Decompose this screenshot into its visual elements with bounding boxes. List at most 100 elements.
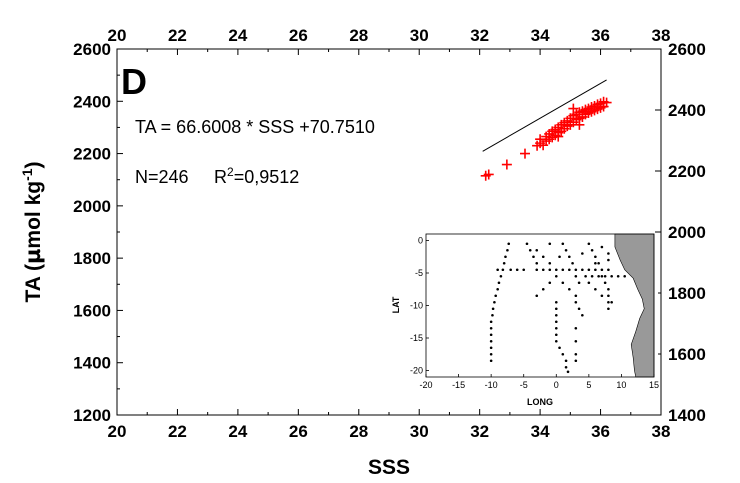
- y-tick-label-left: 1600: [73, 301, 111, 320]
- station-dot: [489, 346, 493, 350]
- station-dot: [597, 274, 600, 278]
- station-dot: [554, 268, 558, 272]
- y-tick-label-left: 1200: [73, 406, 111, 425]
- data-point: [553, 131, 564, 142]
- station-dot: [581, 252, 584, 255]
- n-count: N=246: [135, 167, 189, 187]
- y-tick-label-left: 2400: [73, 92, 111, 111]
- station-dot: [577, 307, 581, 311]
- y-tick-label-left: 1400: [73, 354, 111, 373]
- y-tick-label-right: 2200: [668, 162, 706, 181]
- station-dot: [587, 268, 591, 272]
- inset-x-tick-label: -10: [485, 380, 498, 390]
- x-tick-label-top: 20: [108, 26, 127, 45]
- data-point: [535, 134, 546, 145]
- inset-x-tick-label: -5: [520, 380, 528, 390]
- station-dot: [541, 268, 545, 272]
- station-dot: [587, 281, 591, 285]
- station-dot: [607, 287, 610, 291]
- station-dot: [494, 294, 498, 298]
- station-dot: [568, 255, 571, 259]
- regression-line: [482, 79, 607, 152]
- y-tick-label-left: 2600: [73, 40, 111, 59]
- inset-x-title: LONG: [527, 397, 553, 407]
- y-tick-label-right: 1400: [668, 406, 706, 425]
- station-dot: [554, 313, 558, 317]
- station-dot: [558, 346, 561, 350]
- station-dot: [607, 307, 610, 311]
- station-dot: [594, 287, 597, 291]
- x-tick-label-top: 32: [470, 26, 489, 45]
- station-dot: [548, 261, 552, 265]
- y-tick-label-left: 2000: [73, 197, 111, 216]
- data-point: [568, 103, 579, 114]
- station-dot: [607, 268, 610, 272]
- station-dot: [610, 300, 613, 304]
- inset-y-tick-label: -5: [415, 268, 423, 278]
- station-dot: [554, 307, 558, 311]
- station-dot: [607, 300, 610, 304]
- station-dot: [607, 258, 610, 262]
- station-dot: [522, 268, 526, 272]
- x-tick-label-bottom: 36: [591, 422, 610, 441]
- station-dot: [610, 274, 613, 278]
- inset-x-tick-label: 5: [586, 380, 591, 390]
- station-dot: [561, 352, 565, 356]
- station-dot: [535, 268, 539, 272]
- station-dot: [506, 248, 509, 252]
- station-dot: [600, 274, 604, 278]
- data-point: [520, 148, 530, 159]
- inset-x-tick-label: 15: [649, 380, 659, 390]
- x-tick-label-top: 36: [591, 26, 610, 45]
- station-dot: [489, 320, 493, 324]
- x-tick-label-bottom: 20: [108, 422, 127, 441]
- station-dot: [491, 307, 495, 311]
- inset-x-tick-label: 10: [616, 380, 626, 390]
- x-tick-label-bottom: 32: [470, 422, 489, 441]
- station-dot: [584, 274, 587, 278]
- station-dot: [561, 268, 565, 272]
- x-axis-bottom: 20 22 24 26 28 30 32 34 36 38: [108, 409, 671, 441]
- regression-equation: TA = 66.6008 * SSS +70.7510: [135, 117, 375, 137]
- x-tick-label-top: 38: [652, 26, 671, 45]
- x-tick-label-top: 30: [410, 26, 429, 45]
- station-dot: [607, 252, 610, 255]
- station-dot: [590, 248, 594, 252]
- x-tick-label-top: 26: [289, 26, 308, 45]
- station-dot: [548, 281, 552, 285]
- data-point: [483, 169, 494, 180]
- x-axis-title: SSS: [368, 456, 410, 479]
- station-dot: [623, 274, 626, 278]
- y-axis-left: 1200 1400 1600 1800 2000 2200 2400 2600: [73, 40, 123, 425]
- x-tick-label-bottom: 34: [531, 422, 550, 441]
- station-dot: [496, 268, 499, 272]
- station-dot: [535, 294, 539, 298]
- station-dot: [590, 274, 594, 278]
- data-point: [501, 159, 512, 170]
- station-dot: [554, 274, 558, 278]
- station-dot: [574, 294, 578, 298]
- station-dot: [528, 248, 532, 252]
- station-dot: [568, 268, 571, 272]
- station-dot: [489, 352, 493, 356]
- station-dot: [535, 261, 539, 265]
- inset-y-tick-label: -10: [410, 301, 423, 311]
- x-tick-label-bottom: 38: [652, 422, 671, 441]
- station-dot: [504, 255, 507, 259]
- station-dot: [541, 287, 545, 291]
- station-dot: [554, 339, 558, 343]
- x-axis-top: 20 22 24 26 28 30 32 34 36 38: [108, 26, 671, 55]
- x-tick-label-top: 22: [168, 26, 187, 45]
- inset-y-axis: 0 -5 -10 -15 -20: [410, 236, 429, 376]
- station-dot: [564, 248, 568, 252]
- station-dot: [616, 274, 620, 278]
- y-tick-label-left: 2200: [73, 145, 111, 164]
- inset-x-tick-label: 0: [554, 380, 559, 390]
- station-dot: [574, 268, 578, 272]
- inset-x-axis: -20 -15 -10 -5 0 5 10 15: [419, 374, 659, 390]
- y-axis-title: TA (µmol kg-1): [19, 161, 45, 302]
- inset-background: [400, 234, 658, 384]
- station-dot: [493, 300, 496, 304]
- y-tick-label-right: 1800: [668, 284, 706, 303]
